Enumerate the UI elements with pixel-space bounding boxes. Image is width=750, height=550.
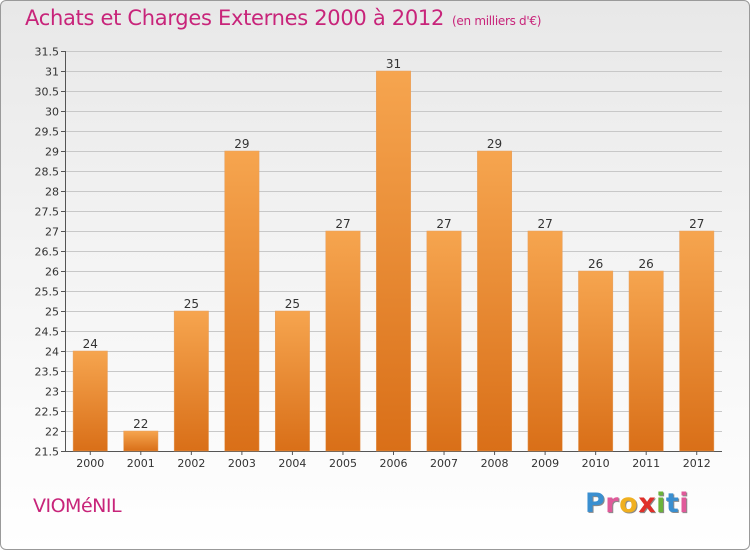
x-tick-label: 2010 (582, 457, 610, 470)
x-tick-label: 2002 (177, 457, 205, 470)
chart-title-text: Achats et Charges Externes 2000 à 2012 (25, 6, 445, 30)
bar (72, 350, 108, 452)
y-tick-label: 27 (45, 226, 59, 239)
y-tick-label: 26 (45, 266, 59, 279)
data-label: 27 (335, 217, 350, 231)
y-tick-label: 22 (45, 426, 59, 439)
y-tick-label: 25 (45, 306, 59, 319)
bar (527, 230, 563, 452)
x-tick-label: 2001 (127, 457, 155, 470)
data-labels: 24 22 25 29 25 27 31 27 29 27 26 26 27 (83, 57, 705, 431)
y-tick-label: 24.5 (35, 326, 60, 339)
y-tick-label: 28 (45, 186, 59, 199)
proxiti-logo: Proxiti (585, 488, 690, 519)
x-tick-label: 2007 (430, 457, 458, 470)
y-tick-label: 22.5 (35, 406, 60, 419)
bar (224, 150, 260, 452)
x-tick-label: 2009 (531, 457, 559, 470)
x-tick-label: 2003 (228, 457, 256, 470)
bar (173, 310, 209, 452)
bar (123, 430, 159, 452)
data-label: 27 (537, 217, 552, 231)
data-label: 25 (184, 297, 199, 311)
y-tick-label: 23 (45, 386, 59, 399)
y-tick-label: 25.5 (35, 286, 60, 299)
bar (477, 150, 513, 452)
x-tick-label: 2008 (481, 457, 509, 470)
y-tick-label: 29.5 (35, 126, 60, 139)
place-name: VIOMéNIL (33, 495, 122, 517)
y-tick-label: 31.5 (35, 46, 60, 59)
x-tick-label: 2005 (329, 457, 357, 470)
y-tick-label: 23.5 (35, 366, 60, 379)
y-tick-label: 31 (45, 66, 59, 79)
data-label: 31 (386, 57, 401, 71)
y-tick-label: 21.5 (35, 446, 60, 459)
data-label: 22 (133, 417, 148, 431)
y-tick-label: 30.5 (35, 86, 60, 99)
chart-unit: (en milliers d'€) (452, 14, 542, 28)
bar (426, 230, 462, 452)
bar (628, 270, 664, 452)
y-tick-label: 27.5 (35, 206, 60, 219)
bars (72, 70, 715, 452)
y-tick-label: 29 (45, 146, 59, 159)
data-label: 26 (639, 257, 654, 271)
data-label: 27 (689, 217, 704, 231)
data-label: 29 (487, 137, 502, 151)
x-tick-label: 2006 (380, 457, 408, 470)
x-tick-label: 2011 (632, 457, 660, 470)
chart-title: Achats et Charges Externes 2000 à 2012 (e… (25, 6, 541, 30)
x-tick-labels: 2000 2001 2002 2003 2004 2005 2006 2007 2008 2009… (76, 451, 711, 470)
bar (578, 270, 614, 452)
data-label: 25 (285, 297, 300, 311)
y-tick-label: 26.5 (35, 246, 60, 259)
data-label: 27 (436, 217, 451, 231)
x-tick-label: 2012 (683, 457, 711, 470)
data-label: 24 (83, 337, 98, 351)
x-tick-label: 2004 (278, 457, 306, 470)
bar (325, 230, 361, 452)
x-tick-label: 2000 (76, 457, 104, 470)
data-label: 26 (588, 257, 603, 271)
y-tick-label: 30 (45, 106, 59, 119)
y-tick-label: 28.5 (35, 166, 60, 179)
y-tick-labels: 21.5 22 22.5 23 23.5 24 24.5 25 25.5 26 26.5 27 27.5… (35, 46, 60, 459)
bar (679, 230, 715, 452)
data-label: 29 (234, 137, 249, 151)
bar (376, 70, 411, 452)
y-tick-label: 24 (45, 346, 59, 359)
bar (274, 310, 310, 452)
